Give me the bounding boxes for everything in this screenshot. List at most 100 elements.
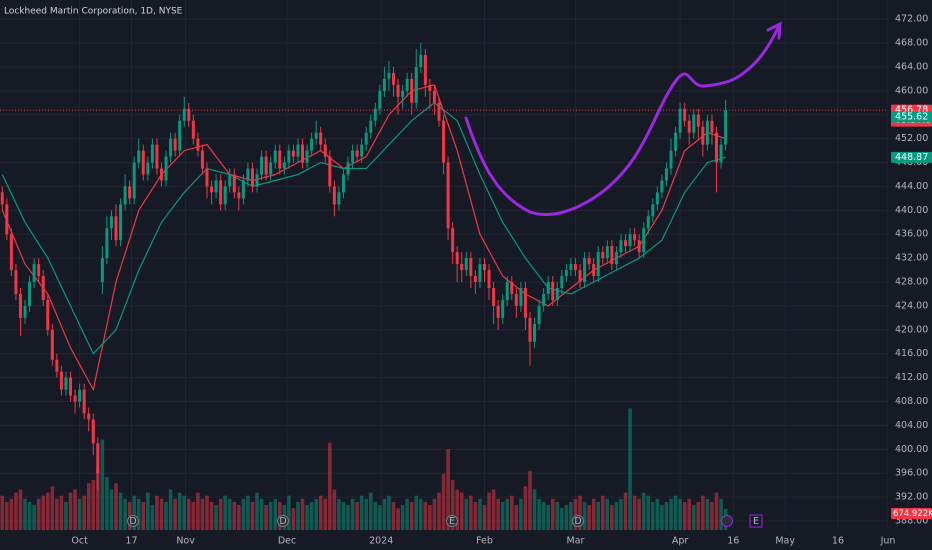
candle-body bbox=[578, 270, 582, 283]
volume-bar bbox=[505, 498, 510, 530]
volume-bar bbox=[423, 501, 428, 530]
candle-body bbox=[210, 186, 214, 193]
volume-bar bbox=[341, 501, 346, 530]
candle-body bbox=[173, 138, 177, 151]
volume-bar bbox=[109, 489, 114, 530]
y-tick-label: 408.00 bbox=[895, 396, 928, 407]
candle-body bbox=[241, 180, 245, 199]
candle-body bbox=[50, 329, 54, 360]
candle-body bbox=[392, 72, 396, 85]
volume-bar bbox=[214, 505, 218, 530]
volume-bar bbox=[64, 501, 68, 530]
x-tick-label: Apr bbox=[672, 536, 689, 547]
x-tick-label: 17 bbox=[125, 536, 137, 547]
candle-body bbox=[223, 186, 227, 205]
candle-body bbox=[546, 282, 550, 294]
volume-bar bbox=[578, 495, 582, 530]
price-label: 455.62 bbox=[895, 111, 928, 122]
candle-body bbox=[478, 264, 482, 283]
earnings-upcoming-icon bbox=[749, 514, 763, 528]
candle-body bbox=[382, 78, 386, 91]
candle-body bbox=[510, 282, 514, 294]
candle-body bbox=[455, 252, 459, 265]
candle-body bbox=[724, 110, 728, 145]
y-tick-label: 420.00 bbox=[895, 324, 928, 335]
volume-bar bbox=[123, 498, 127, 530]
candle-body bbox=[191, 120, 195, 139]
candle-body bbox=[596, 252, 600, 277]
volume-bar bbox=[710, 501, 714, 530]
volume-bar bbox=[450, 480, 455, 530]
y-tick-label: 396.00 bbox=[895, 468, 928, 479]
candle-body bbox=[469, 258, 473, 277]
dividend-icon: D bbox=[574, 516, 581, 527]
candle-body bbox=[0, 192, 4, 205]
volume-bar bbox=[273, 498, 278, 530]
volume-bar bbox=[541, 501, 546, 530]
candle-body bbox=[228, 174, 232, 187]
candle-body bbox=[587, 258, 591, 265]
candle-body bbox=[592, 264, 596, 277]
volume-bar bbox=[18, 489, 23, 530]
volume-bar bbox=[496, 498, 500, 530]
volume-bar bbox=[528, 470, 532, 530]
volume-bar bbox=[682, 501, 687, 530]
candle-body bbox=[460, 264, 464, 271]
volume-bar bbox=[346, 505, 350, 530]
candle-body bbox=[296, 144, 300, 157]
volume-bar bbox=[328, 442, 332, 530]
volume-bar bbox=[705, 498, 710, 530]
candle-body bbox=[505, 282, 509, 300]
candle-body bbox=[282, 162, 286, 169]
candle-body bbox=[237, 192, 241, 199]
candle-body bbox=[646, 216, 650, 229]
candle-body bbox=[655, 192, 659, 205]
volume-bar bbox=[632, 495, 637, 530]
candle-body bbox=[59, 371, 63, 390]
volume-bar bbox=[364, 498, 369, 530]
volume-bar bbox=[223, 495, 227, 530]
candle-body bbox=[437, 102, 441, 121]
x-tick-label: Oct bbox=[71, 536, 88, 547]
volume-bar bbox=[250, 501, 255, 530]
candle-body bbox=[41, 276, 45, 300]
candle-body bbox=[310, 138, 314, 151]
candle-body bbox=[278, 150, 282, 169]
volume-bar bbox=[646, 495, 651, 530]
volume-bar bbox=[246, 495, 250, 530]
candle-body bbox=[264, 156, 268, 175]
volume-bar bbox=[173, 498, 177, 530]
candle-body bbox=[205, 168, 209, 187]
candle-body bbox=[378, 90, 382, 109]
volume-bar bbox=[146, 492, 150, 530]
candle-body bbox=[401, 90, 405, 97]
candle-body bbox=[214, 180, 218, 193]
volume-bar bbox=[205, 495, 209, 530]
volume-bar bbox=[350, 498, 355, 530]
x-tick-label: 2024 bbox=[369, 536, 393, 547]
volume-bar bbox=[678, 498, 682, 530]
volume-bar bbox=[432, 498, 437, 530]
volume-bar bbox=[159, 498, 164, 530]
candle-body bbox=[128, 186, 132, 199]
y-tick-label: 432.00 bbox=[895, 253, 928, 264]
x-tick-label: Dec bbox=[278, 536, 296, 547]
volume-bar bbox=[641, 492, 646, 530]
candle-body bbox=[18, 293, 22, 318]
earnings-icon: E bbox=[449, 516, 455, 527]
candle-body bbox=[542, 293, 546, 306]
volume-bar bbox=[23, 498, 27, 530]
volume-bar bbox=[655, 498, 660, 530]
volume-bar bbox=[687, 498, 692, 530]
candle-body bbox=[346, 162, 350, 175]
candle-body bbox=[514, 293, 518, 306]
volume-bar bbox=[446, 448, 450, 530]
volume-bar bbox=[186, 498, 191, 530]
candle-body bbox=[642, 228, 646, 253]
volume-bar bbox=[227, 498, 232, 530]
volume-bar bbox=[309, 501, 314, 530]
candle-body bbox=[250, 168, 254, 187]
volume-bar bbox=[550, 498, 555, 530]
price-axis bbox=[888, 0, 932, 550]
